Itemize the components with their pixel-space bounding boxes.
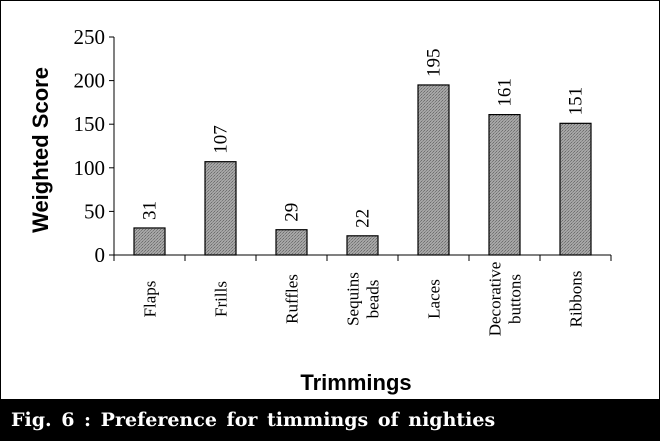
category-label: Laces bbox=[425, 279, 444, 319]
data-label: 195 bbox=[424, 48, 445, 77]
data-label: 161 bbox=[495, 78, 516, 107]
category-label: Sequins beads bbox=[344, 272, 383, 326]
y-tick-label: 50 bbox=[84, 199, 105, 223]
category-label-line: Laces bbox=[425, 279, 444, 319]
category-label: Ribbons bbox=[567, 271, 586, 328]
category-label: Flaps bbox=[141, 281, 160, 318]
category-label-line: Ribbons bbox=[567, 271, 586, 328]
data-label: 31 bbox=[140, 201, 161, 220]
category-label-line: Flaps bbox=[141, 281, 160, 318]
bar bbox=[133, 227, 166, 256]
category-label: Frills bbox=[212, 281, 231, 317]
bar bbox=[346, 235, 379, 256]
category-label-line: Frills bbox=[212, 281, 231, 317]
data-label: 22 bbox=[353, 209, 374, 228]
data-label: 29 bbox=[282, 203, 303, 222]
y-axis-title: Weighted Score bbox=[28, 67, 53, 233]
y-tick-label: 250 bbox=[74, 25, 106, 49]
category-label-line: Sequins bbox=[344, 272, 363, 326]
data-label: 151 bbox=[566, 87, 587, 116]
y-tick-label: 0 bbox=[95, 243, 106, 267]
bar bbox=[488, 114, 521, 256]
category-label-line: Decorative bbox=[486, 262, 505, 337]
y-tick-label: 200 bbox=[74, 69, 106, 93]
x-axis-title: Trimmings bbox=[300, 370, 411, 395]
category-label-line: buttons bbox=[506, 274, 525, 324]
category-label-line: beads bbox=[364, 280, 383, 319]
category-label: Ruffles bbox=[283, 274, 302, 324]
y-tick-label: 100 bbox=[74, 156, 106, 180]
bar-chart: 0 50 100 150 200 250 31 Flaps 107 Frills 29 Ruffle… bbox=[28, 25, 612, 395]
bar bbox=[417, 84, 450, 256]
y-tick-label: 150 bbox=[74, 112, 106, 136]
figure-caption: Fig. 6 : Preference for timmings of nigh… bbox=[1, 399, 659, 440]
bar bbox=[275, 229, 308, 256]
category-label-line: Ruffles bbox=[283, 274, 302, 324]
category-label: Decorative buttons bbox=[486, 262, 525, 337]
data-label: 107 bbox=[211, 125, 232, 154]
bar bbox=[559, 122, 592, 256]
bar bbox=[204, 161, 237, 256]
